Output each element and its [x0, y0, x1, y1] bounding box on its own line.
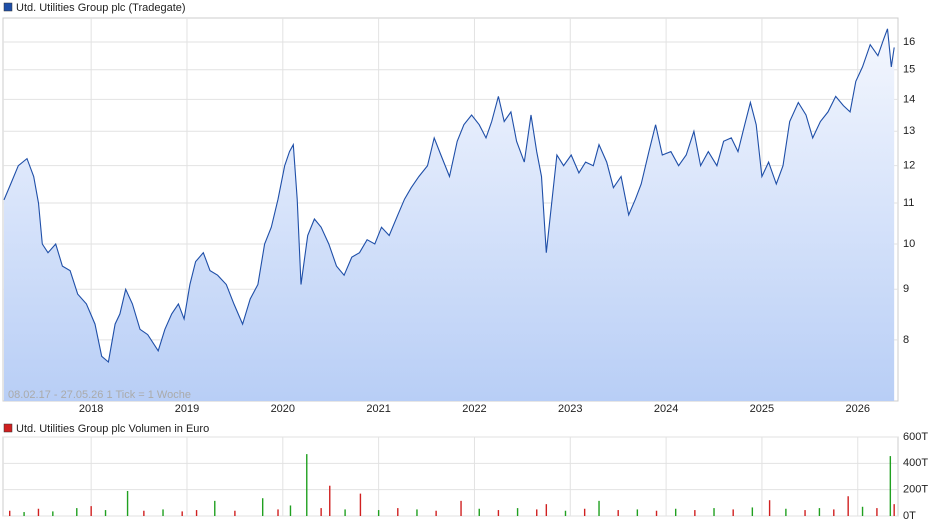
chart-title: Utd. Utilities Group plc Volumen in Euro: [16, 423, 209, 435]
y-tick-label: 16: [903, 36, 915, 48]
volume-bar: [435, 510, 437, 516]
x-tick-label: 2024: [654, 403, 678, 415]
note: 08.02.17 - 27.05.26 1 Tick = 1 Woche: [8, 389, 191, 401]
volume-bar: [636, 509, 639, 516]
volume-bar: [23, 512, 25, 516]
x-tick-label: 2025: [750, 403, 774, 415]
x-tick-label: 2020: [271, 403, 295, 415]
volume-bar: [876, 508, 878, 516]
volume-bar: [598, 500, 600, 516]
x-tick-label: 2023: [558, 403, 582, 415]
y-tick-label: 0T: [903, 510, 916, 522]
volume-bar: [37, 508, 40, 516]
area: [3, 28, 895, 402]
volume-bar: [804, 510, 806, 516]
volume-bar: [416, 509, 418, 516]
volume-bar: [674, 508, 677, 516]
volume-bar: [785, 508, 787, 516]
y-tick-label: 11: [903, 197, 914, 209]
volume-bar: [234, 510, 236, 516]
legend-swatch: [3, 2, 13, 12]
volume-bar: [162, 509, 164, 516]
volume-bar: [195, 510, 198, 516]
volume-bar: [90, 506, 92, 516]
x-tick-label: 2019: [175, 403, 199, 415]
volume-bar: [76, 508, 78, 516]
chart-title: Utd. Utilities Group plc (Tradegate): [16, 2, 186, 14]
volume-bar: [359, 493, 362, 516]
y-tick-label: 14: [903, 93, 915, 105]
x-tick-label: 2018: [79, 403, 103, 415]
volume-bar: [768, 500, 771, 516]
volume-bar: [181, 511, 183, 516]
volume-bar: [818, 508, 821, 516]
volume-bar: [583, 508, 586, 516]
y-tick-label: 10: [903, 238, 915, 250]
volume-bar: [861, 506, 864, 516]
y-tick-label: 8: [903, 334, 909, 346]
volume-bar: [329, 485, 331, 516]
volume-bar: [126, 490, 129, 516]
y-tick-label: 15: [903, 64, 915, 76]
volume-bar: [732, 509, 734, 516]
volume-bar: [460, 500, 462, 516]
volume-bar: [320, 508, 322, 516]
y-tick-label: 600T: [903, 431, 928, 443]
volume-bar: [889, 456, 892, 516]
volume-bar: [104, 510, 107, 516]
y-tick-label: 13: [903, 125, 915, 137]
volume-bar: [536, 509, 538, 516]
y-tick-label: 400T: [903, 457, 928, 469]
volume-bar: [617, 510, 619, 516]
volume-bar: [214, 500, 216, 516]
volume-bar: [397, 508, 399, 516]
volume-bar: [52, 511, 54, 516]
volume-bar: [143, 510, 145, 516]
volume-bar: [497, 510, 500, 516]
volume-bar: [377, 510, 380, 516]
y-tick-label: 12: [903, 160, 915, 172]
volume-bar: [306, 454, 308, 516]
price-line: [3, 28, 895, 364]
volume-bar: [9, 510, 11, 516]
volume-bar: [833, 509, 835, 516]
volume-bar: [655, 510, 658, 516]
volume-bar: [564, 510, 567, 516]
volume-bar: [478, 508, 480, 516]
volume-bar: [694, 510, 696, 516]
legend-swatch: [3, 423, 13, 433]
volume-bar: [893, 504, 895, 516]
volume-bar: [751, 507, 754, 516]
x-tick-label: 2022: [462, 403, 486, 415]
volume-bar: [516, 508, 519, 516]
volume-bar: [289, 505, 292, 516]
volume-bar: [545, 504, 548, 516]
plot-frame: [2, 436, 899, 517]
x-tick-label: 2026: [846, 403, 870, 415]
volume-bar: [344, 509, 346, 516]
volume-bar: [261, 498, 264, 516]
x-tick-label: 2021: [366, 403, 390, 415]
y-tick-label: 9: [903, 283, 909, 295]
y-tick-label: 200T: [903, 484, 928, 496]
volume-bar: [713, 508, 715, 516]
volume-bar: [277, 509, 279, 516]
volume-bar: [847, 496, 849, 516]
